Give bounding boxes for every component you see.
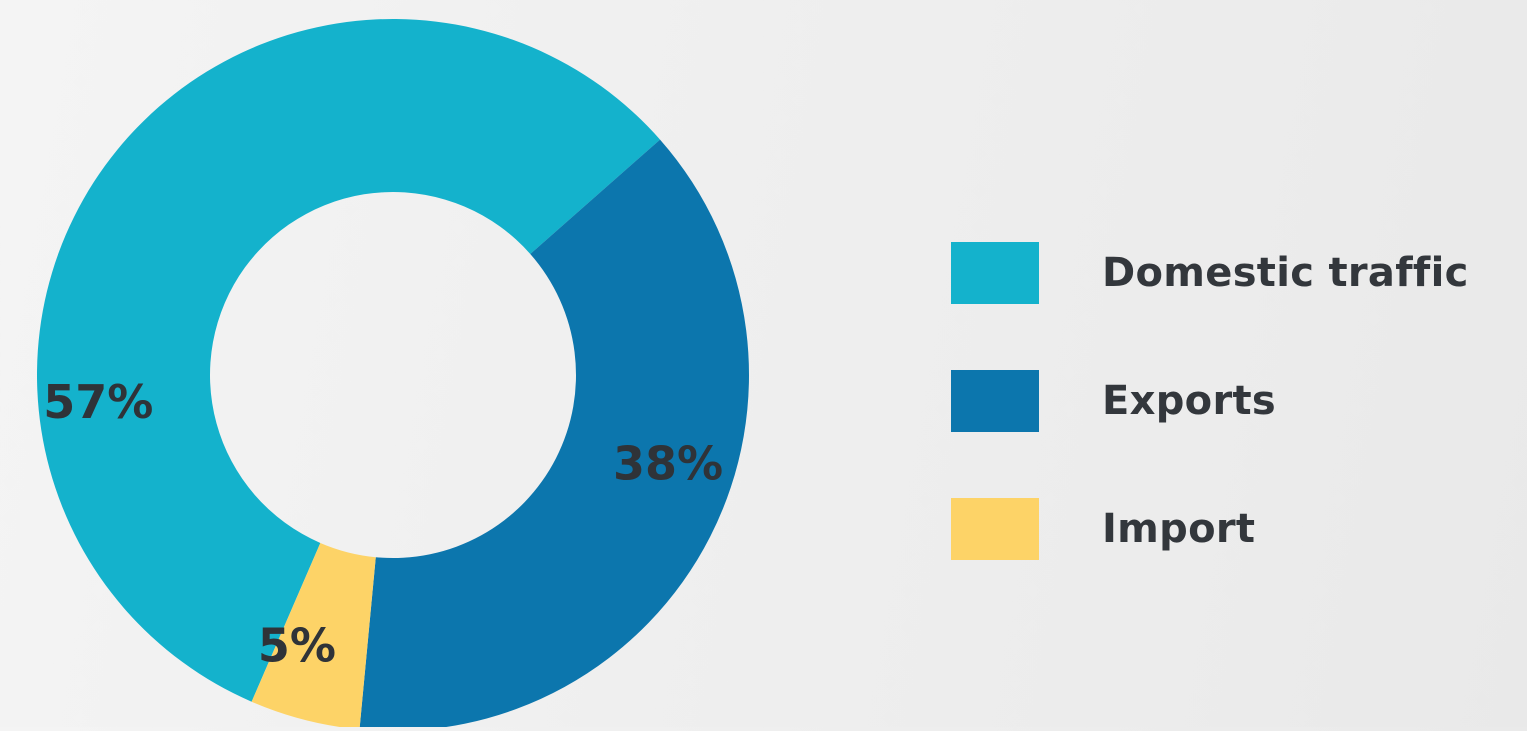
legend-swatch-exports bbox=[951, 370, 1039, 432]
legend-swatch-domestic-traffic bbox=[951, 242, 1039, 304]
donut-slice-exports bbox=[359, 139, 749, 731]
donut-slice-domestic-traffic bbox=[36, 18, 661, 702]
legend-label-import: Import bbox=[1102, 506, 1256, 552]
legend-label-domestic-traffic: Domestic traffic bbox=[1102, 250, 1469, 296]
legend-item-import: Import bbox=[951, 498, 1469, 560]
chart-legend: Domestic traffic Exports Import bbox=[951, 242, 1469, 560]
legend-item-exports: Exports bbox=[951, 370, 1469, 432]
legend-label-exports: Exports bbox=[1102, 378, 1276, 424]
slice-value-label-domestic-traffic: 57% bbox=[43, 375, 153, 429]
slice-value-label-import: 5% bbox=[258, 618, 336, 672]
donut-slice-import bbox=[251, 542, 376, 730]
slice-value-label-exports: 38% bbox=[613, 437, 723, 491]
legend-swatch-import bbox=[951, 498, 1039, 560]
legend-item-domestic-traffic: Domestic traffic bbox=[951, 242, 1469, 304]
